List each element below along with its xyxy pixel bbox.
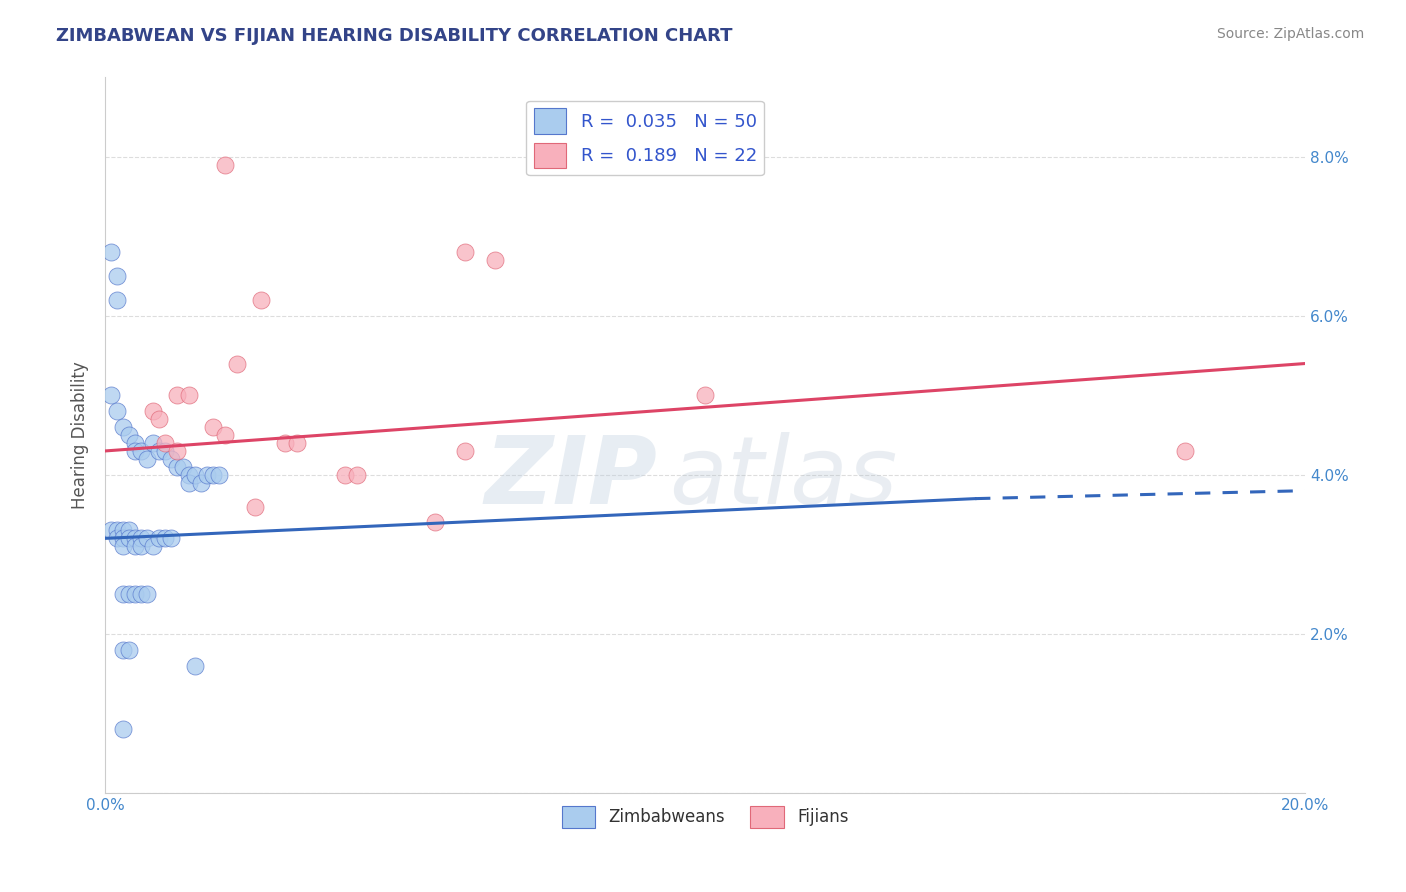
Point bbox=[105, 404, 128, 418]
Point bbox=[454, 245, 477, 260]
Point bbox=[274, 436, 297, 450]
Point bbox=[118, 532, 141, 546]
Point bbox=[105, 524, 128, 538]
Point bbox=[142, 404, 165, 418]
Point bbox=[136, 532, 159, 546]
Point bbox=[214, 158, 236, 172]
Point bbox=[160, 532, 183, 546]
Point bbox=[155, 436, 177, 450]
Point bbox=[142, 436, 165, 450]
Legend: Zimbabweans, Fijians: Zimbabweans, Fijians bbox=[555, 799, 855, 834]
Point bbox=[226, 357, 249, 371]
Point bbox=[1174, 444, 1197, 458]
Point bbox=[454, 444, 477, 458]
Point bbox=[124, 444, 146, 458]
Point bbox=[155, 444, 177, 458]
Point bbox=[142, 539, 165, 553]
Point bbox=[335, 467, 357, 482]
Point bbox=[112, 722, 135, 736]
Point bbox=[112, 587, 135, 601]
Point bbox=[136, 587, 159, 601]
Point bbox=[148, 412, 170, 426]
Point bbox=[184, 658, 207, 673]
Point bbox=[100, 245, 122, 260]
Point bbox=[124, 436, 146, 450]
Point bbox=[179, 475, 201, 490]
Point bbox=[425, 516, 447, 530]
Point bbox=[129, 539, 152, 553]
Point bbox=[346, 467, 368, 482]
Point bbox=[100, 388, 122, 402]
Point bbox=[124, 587, 146, 601]
Point bbox=[166, 444, 188, 458]
Y-axis label: Hearing Disability: Hearing Disability bbox=[72, 361, 89, 509]
Point bbox=[160, 451, 183, 466]
Point bbox=[118, 587, 141, 601]
Point bbox=[202, 420, 225, 434]
Text: ZIMBABWEAN VS FIJIAN HEARING DISABILITY CORRELATION CHART: ZIMBABWEAN VS FIJIAN HEARING DISABILITY … bbox=[56, 27, 733, 45]
Point bbox=[112, 539, 135, 553]
Text: Source: ZipAtlas.com: Source: ZipAtlas.com bbox=[1216, 27, 1364, 41]
Point bbox=[105, 532, 128, 546]
Point bbox=[148, 444, 170, 458]
Point bbox=[195, 467, 218, 482]
Point bbox=[202, 467, 225, 482]
Point bbox=[214, 428, 236, 442]
Point bbox=[148, 532, 170, 546]
Point bbox=[100, 524, 122, 538]
Point bbox=[695, 388, 717, 402]
Point bbox=[112, 524, 135, 538]
Point bbox=[190, 475, 212, 490]
Point bbox=[112, 642, 135, 657]
Point bbox=[118, 524, 141, 538]
Point bbox=[136, 451, 159, 466]
Point bbox=[285, 436, 308, 450]
Point bbox=[105, 293, 128, 307]
Point bbox=[129, 444, 152, 458]
Point bbox=[118, 428, 141, 442]
Point bbox=[118, 642, 141, 657]
Point bbox=[208, 467, 231, 482]
Point bbox=[250, 293, 273, 307]
Point bbox=[179, 467, 201, 482]
Point bbox=[179, 388, 201, 402]
Point bbox=[105, 269, 128, 284]
Point bbox=[245, 500, 267, 514]
Text: ZIP: ZIP bbox=[484, 432, 657, 524]
Point bbox=[124, 539, 146, 553]
Point bbox=[484, 253, 506, 268]
Point bbox=[166, 459, 188, 474]
Point bbox=[129, 532, 152, 546]
Point bbox=[172, 459, 194, 474]
Point bbox=[129, 587, 152, 601]
Text: atlas: atlas bbox=[669, 433, 897, 524]
Point bbox=[155, 532, 177, 546]
Point bbox=[166, 388, 188, 402]
Point bbox=[184, 467, 207, 482]
Point bbox=[124, 532, 146, 546]
Point bbox=[112, 420, 135, 434]
Point bbox=[112, 532, 135, 546]
